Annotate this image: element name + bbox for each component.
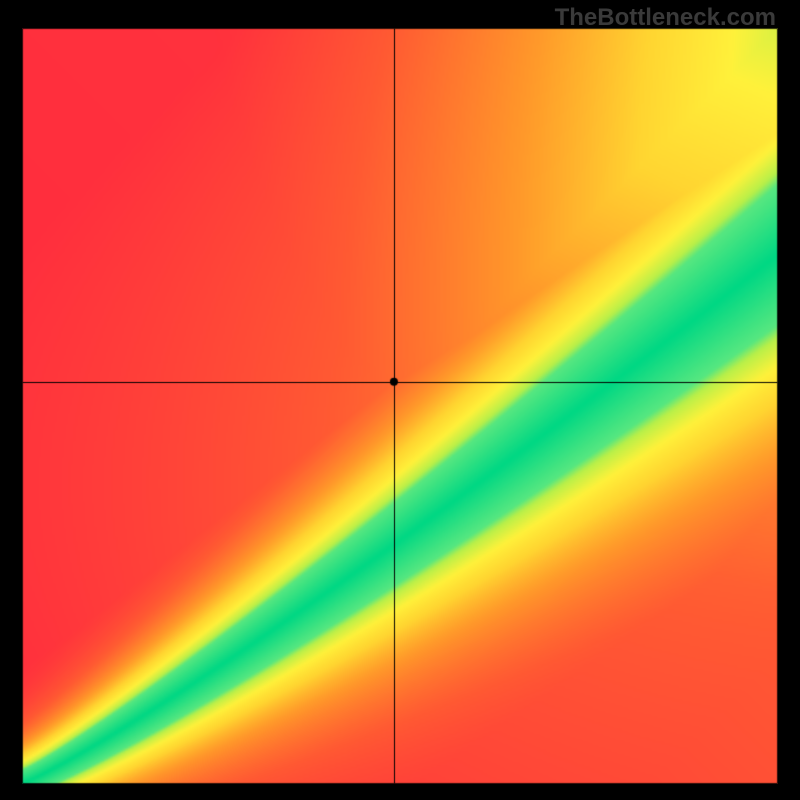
- bottleneck-heatmap: [22, 28, 778, 784]
- watermark-label: TheBottleneck.com: [555, 4, 776, 32]
- chart-root: TheBottleneck.com: [0, 0, 800, 800]
